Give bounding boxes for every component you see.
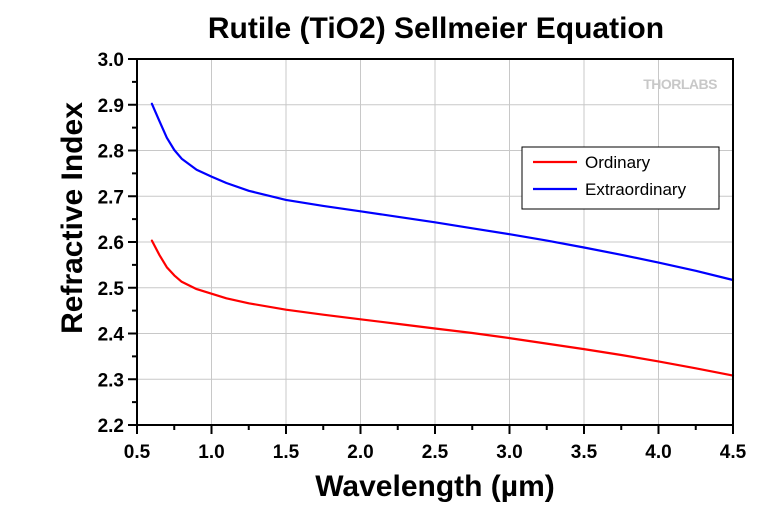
legend-label-ordinary: Ordinary [585, 153, 651, 172]
y-tick-label: 2.6 [98, 233, 124, 254]
y-tick-label: 2.2 [98, 416, 124, 437]
legend: Ordinary Extraordinary [521, 146, 720, 210]
x-tick-label: 2.5 [422, 442, 449, 463]
y-tick-label: 2.7 [98, 187, 124, 208]
y-axis-label: Refractive Index [56, 102, 89, 334]
thorlabs-watermark: THORLABS [643, 76, 717, 92]
legend-label-extraordinary: Extraordinary [585, 180, 687, 199]
y-tick-label: 2.9 [98, 96, 124, 117]
y-tick-label: 2.5 [98, 279, 125, 300]
y-tick-label: 2.4 [98, 325, 125, 346]
x-tick-label: 1.0 [198, 442, 224, 463]
series-layer [150, 102, 735, 377]
x-tick-label: 2.0 [347, 442, 373, 463]
ticks [128, 58, 734, 434]
x-tick-label: 3.0 [496, 442, 522, 463]
x-tick-label: 3.5 [571, 442, 598, 463]
y-tick-labels: 2.2 2.3 2.4 2.5 2.6 2.7 2.8 2.9 3.0 [98, 50, 125, 437]
x-tick-labels: 0.5 1.0 1.5 2.0 2.5 3.0 3.5 4.0 4.5 [124, 442, 747, 463]
y-tick-label: 2.8 [98, 142, 124, 163]
x-tick-label: 1.5 [273, 442, 300, 463]
y-tick-label: 2.3 [98, 370, 124, 391]
y-tick-label: 3.0 [98, 50, 124, 71]
x-tick-label: 4.5 [720, 442, 747, 463]
x-axis-label: Wavelength (µm) [315, 470, 555, 503]
series-line-extraordinary [150, 102, 735, 282]
x-tick-label: 0.5 [124, 442, 151, 463]
x-tick-label: 4.0 [645, 442, 671, 463]
series-line-ordinary [150, 239, 735, 377]
chart-title: Rutile (TiO2) Sellmeier Equation [208, 12, 664, 45]
legend-box [521, 146, 720, 210]
